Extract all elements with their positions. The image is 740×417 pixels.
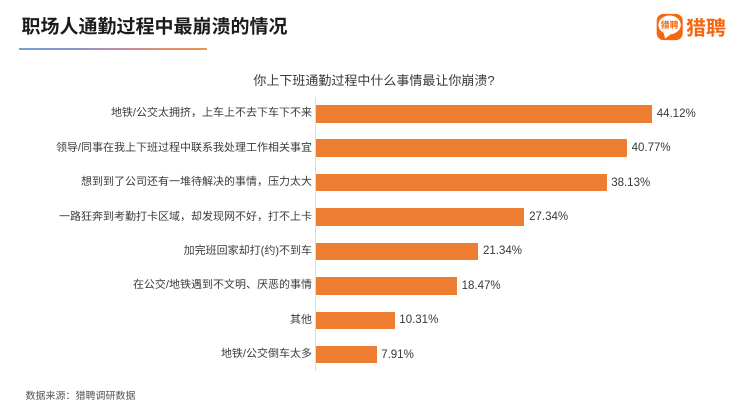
svg-text:猎聘: 猎聘 — [661, 20, 679, 30]
svg-text:猎聘: 猎聘 — [686, 18, 726, 40]
